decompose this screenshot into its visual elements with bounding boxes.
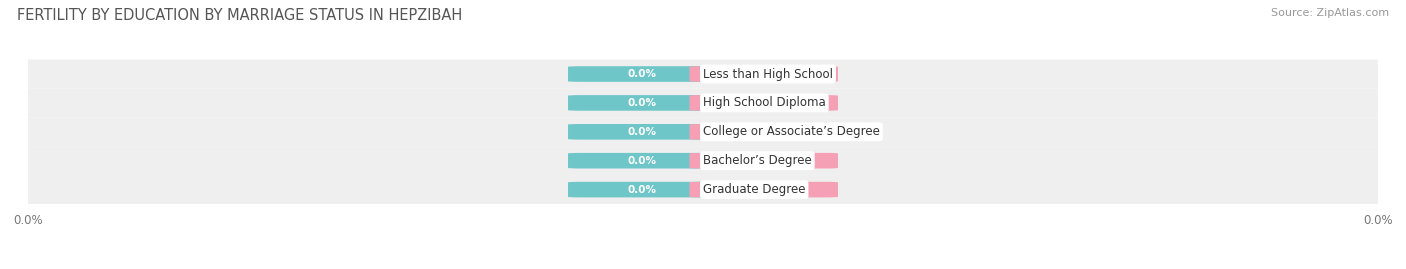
FancyBboxPatch shape: [568, 95, 717, 111]
Text: High School Diploma: High School Diploma: [703, 96, 825, 109]
Text: FERTILITY BY EDUCATION BY MARRIAGE STATUS IN HEPZIBAH: FERTILITY BY EDUCATION BY MARRIAGE STATU…: [17, 8, 463, 23]
Text: 0.0%: 0.0%: [627, 69, 657, 79]
FancyBboxPatch shape: [28, 146, 1378, 175]
Text: 0.0%: 0.0%: [627, 156, 657, 166]
Text: Source: ZipAtlas.com: Source: ZipAtlas.com: [1271, 8, 1389, 18]
Text: 0.0%: 0.0%: [627, 185, 657, 194]
FancyBboxPatch shape: [689, 66, 838, 82]
FancyBboxPatch shape: [689, 153, 838, 168]
Text: 0.0%: 0.0%: [749, 69, 779, 79]
FancyBboxPatch shape: [568, 153, 717, 168]
FancyBboxPatch shape: [568, 124, 717, 140]
Text: College or Associate’s Degree: College or Associate’s Degree: [703, 125, 880, 138]
FancyBboxPatch shape: [568, 182, 717, 197]
FancyBboxPatch shape: [28, 59, 1378, 89]
Text: 0.0%: 0.0%: [749, 98, 779, 108]
Text: 0.0%: 0.0%: [749, 156, 779, 166]
FancyBboxPatch shape: [28, 175, 1378, 204]
FancyBboxPatch shape: [689, 95, 838, 111]
FancyBboxPatch shape: [28, 89, 1378, 117]
FancyBboxPatch shape: [568, 66, 717, 82]
Text: Less than High School: Less than High School: [703, 68, 832, 80]
FancyBboxPatch shape: [689, 124, 838, 140]
Text: 0.0%: 0.0%: [627, 98, 657, 108]
Text: Graduate Degree: Graduate Degree: [703, 183, 806, 196]
Text: Bachelor’s Degree: Bachelor’s Degree: [703, 154, 811, 167]
FancyBboxPatch shape: [28, 117, 1378, 146]
Text: 0.0%: 0.0%: [749, 185, 779, 194]
Text: 0.0%: 0.0%: [627, 127, 657, 137]
FancyBboxPatch shape: [689, 182, 838, 197]
Text: 0.0%: 0.0%: [749, 127, 779, 137]
